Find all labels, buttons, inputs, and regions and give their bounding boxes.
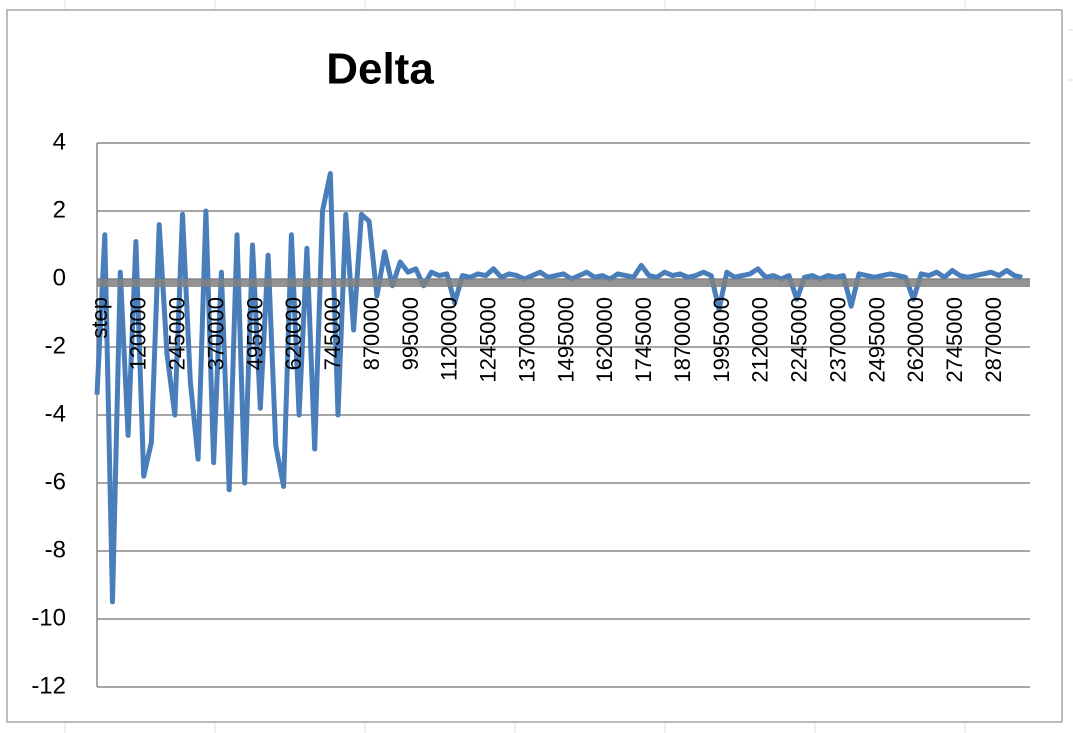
x-tick-label: 370000 <box>203 297 228 370</box>
chart-title: Delta <box>326 45 434 94</box>
chart-area <box>6 9 1063 723</box>
x-tick-label: 2870000 <box>981 297 1006 383</box>
x-tick-label: 1620000 <box>592 297 617 383</box>
x-tick-label: 2495000 <box>864 297 889 383</box>
x-tick-label: 2245000 <box>787 297 812 383</box>
y-tick-label: -4 <box>45 400 66 427</box>
y-tick-label: -8 <box>45 536 66 563</box>
x-tick-label: 2120000 <box>748 297 773 383</box>
x-tick-label: 1745000 <box>631 297 656 383</box>
x-tick-label: 1370000 <box>514 297 539 383</box>
y-tick-label: 0 <box>53 264 66 291</box>
x-tick-label: 1495000 <box>553 297 578 383</box>
y-tick-label: -6 <box>45 468 66 495</box>
plot-area: -12 -10 -8 -6 -4 -2 0 2 4 step 120000 245000 370000 4… <box>31 128 1030 699</box>
x-tick-label: 745000 <box>320 297 345 370</box>
x-tick-label: 245000 <box>165 297 190 370</box>
x-tick-label: 2620000 <box>903 297 928 383</box>
x-tick-label: step <box>87 297 112 339</box>
x-tick-label: 120000 <box>126 297 151 370</box>
x-tick-label: 1120000 <box>437 297 462 381</box>
y-tick-label: 4 <box>53 128 66 155</box>
x-tick-label: 1995000 <box>709 297 734 383</box>
x-axis <box>97 279 1030 287</box>
x-tick-label: 495000 <box>242 297 267 370</box>
x-tick-label: 2370000 <box>825 297 850 383</box>
x-tick-label: 2745000 <box>942 297 967 383</box>
x-tick-label: 1870000 <box>670 297 695 383</box>
x-tick-label: 995000 <box>398 297 423 370</box>
x-tick-label: 870000 <box>359 297 384 370</box>
y-tick-label: -12 <box>31 672 66 699</box>
y-tick-label: -2 <box>45 332 66 359</box>
y-tick-label: -10 <box>31 604 66 631</box>
x-tick-label: 620000 <box>281 297 306 370</box>
y-tick-label: 2 <box>53 196 66 223</box>
x-tick-label: 1245000 <box>476 297 501 383</box>
